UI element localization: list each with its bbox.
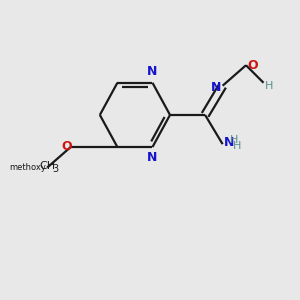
Text: O: O bbox=[248, 59, 258, 72]
Text: N: N bbox=[211, 81, 221, 94]
Text: 3: 3 bbox=[52, 164, 59, 174]
Text: H: H bbox=[230, 135, 238, 145]
Text: H: H bbox=[233, 141, 241, 151]
Text: O: O bbox=[61, 140, 72, 153]
Text: methoxy: methoxy bbox=[9, 163, 46, 172]
Text: N: N bbox=[147, 152, 158, 164]
Text: H: H bbox=[265, 81, 273, 91]
Text: CH: CH bbox=[39, 161, 55, 171]
Text: N: N bbox=[224, 136, 235, 149]
Text: N: N bbox=[147, 65, 158, 78]
